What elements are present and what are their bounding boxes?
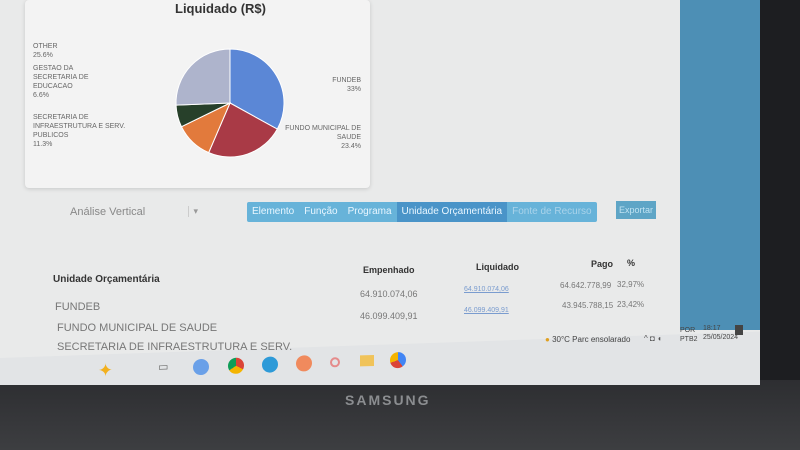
- right-panel: [680, 0, 760, 330]
- tab-bar: Elemento Função Programa Unidade Orçamen…: [247, 202, 597, 222]
- row-liquidado-link[interactable]: 64.910.074,06: [464, 286, 509, 293]
- app-icon[interactable]: [330, 357, 340, 368]
- firefox-icon[interactable]: [296, 355, 312, 372]
- row-name: SECRETARIA DE INFRAESTRUTURA E SERV.: [57, 341, 293, 353]
- tab-funcao[interactable]: Função: [304, 206, 338, 217]
- analysis-select[interactable]: Análise Vertical ▾: [70, 206, 198, 218]
- header-empenhado: Empenhado: [363, 265, 415, 275]
- row-name: FUNDEB: [55, 301, 101, 313]
- task-view-icon[interactable]: ▭: [158, 361, 169, 374]
- label-other: Other 25.6%: [33, 43, 58, 59]
- pie-slice-4[interactable]: [175, 48, 231, 106]
- row-pct: 23,42%: [617, 300, 645, 309]
- header-pct: %: [627, 258, 636, 268]
- pie-slice-0[interactable]: [229, 48, 285, 130]
- row-pago: 43.945.788,15: [562, 301, 614, 310]
- laptop-bezel: [0, 380, 800, 450]
- pie-chart: [175, 48, 285, 158]
- widgets-icon[interactable]: [193, 358, 209, 376]
- row-pago: 64.642.778,99: [560, 281, 612, 290]
- chevron-down-icon: ▾: [188, 206, 198, 217]
- label-fundeb: FUNDEB 33%: [332, 77, 361, 93]
- clock[interactable]: 18:17 25/05/2024: [703, 325, 739, 341]
- tray-chevron-icon[interactable]: ^ ◘ ◖: [644, 334, 662, 343]
- pie-slice-1[interactable]: [208, 102, 278, 158]
- row-name: FUNDO MUNICIPAL DE SAUDE: [57, 322, 218, 334]
- row-empenhado: 46.099.409,91: [360, 311, 418, 321]
- screen: Liquidado (R$) Other 25.6% GESTAO DA SECR…: [0, 0, 760, 385]
- weather-widget[interactable]: ● 30°C Parc ensolarado: [545, 335, 631, 344]
- notification-icon[interactable]: [735, 325, 743, 335]
- label-infra: SECRETARIA DE INFRAESTRUTURA E SERV. PUB…: [33, 114, 126, 148]
- header-liquidado: Liquidado: [476, 262, 519, 272]
- copilot-sparkle-icon[interactable]: ✦: [98, 360, 114, 381]
- bezel-side: [760, 0, 800, 380]
- weather-icon: ●: [545, 335, 550, 344]
- language-indicator[interactable]: POR PTB2: [680, 327, 698, 343]
- export-button[interactable]: Exportar: [616, 201, 656, 219]
- tab-elemento[interactable]: Elemento: [252, 206, 295, 217]
- edge-icon[interactable]: [262, 356, 278, 373]
- samsung-logo: SAMSUNG: [345, 392, 431, 408]
- header-pago: Pago: [591, 259, 614, 269]
- row-empenhado: 64.910.074,06: [360, 289, 418, 299]
- tab-unidade-orcamentaria[interactable]: Unidade Orçamentária: [396, 202, 508, 222]
- chrome-icon[interactable]: [228, 357, 244, 375]
- file-explorer-icon[interactable]: [360, 354, 374, 367]
- chart-title: Liquidado (R$): [175, 1, 266, 16]
- row-pct: 32,97%: [617, 280, 645, 289]
- label-saude: FUNDO MUNICIPAL DE SAUDE 23.4%: [285, 125, 361, 150]
- tab-programa[interactable]: Programa: [347, 206, 392, 217]
- tab-fonte-de-recurso[interactable]: Fonte de Recurso: [512, 206, 592, 217]
- header-unidade: Unidade Orçamentária: [53, 274, 160, 285]
- label-gestao: GESTAO DA SECRETARIA DE EDUCACAO 6.6%: [33, 65, 89, 99]
- row-liquidado-link[interactable]: 46.099.409,91: [464, 307, 509, 314]
- chart-card: Liquidado (R$) Other 25.6% GESTAO DA SECR…: [25, 0, 370, 188]
- chrome-profile-icon[interactable]: [390, 351, 406, 369]
